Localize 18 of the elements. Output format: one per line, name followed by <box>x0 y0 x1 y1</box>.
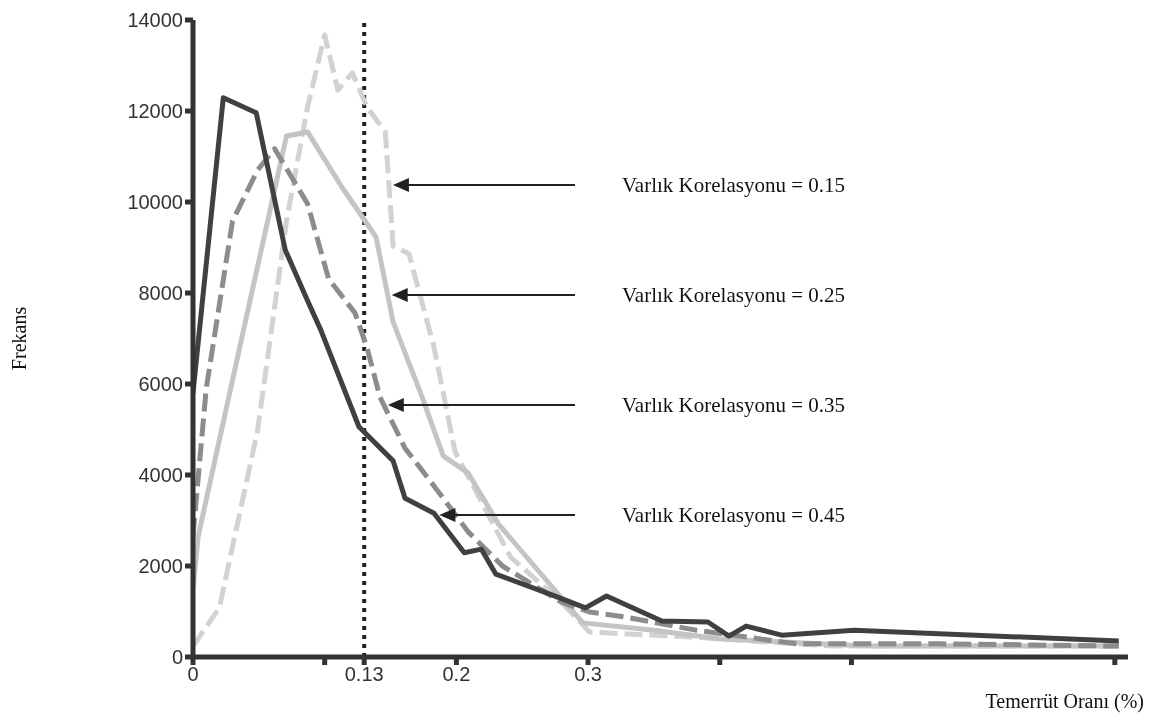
y-tick-label: 4000 <box>138 464 183 487</box>
x-axis-title: Temerrüt Oranı (%) <box>985 690 1144 713</box>
x-tick-label: 0.3 <box>574 663 602 686</box>
y-tick-label: 0 <box>171 646 183 669</box>
y-tick-label: 12000 <box>127 100 183 123</box>
y-tick-label: 14000 <box>127 9 183 32</box>
x-tick-label: 0 <box>187 663 199 686</box>
annotation: Varlık Korelasyonu = 0.15 <box>622 173 845 197</box>
annotation: Varlık Korelasyonu = 0.25 <box>622 283 845 307</box>
annotation: Varlık Korelasyonu = 0.45 <box>622 503 845 527</box>
annotation: Varlık Korelasyonu = 0.35 <box>622 393 845 417</box>
y-tick-label: 10000 <box>127 191 183 214</box>
y-tick-label: 6000 <box>138 373 183 396</box>
x-tick-label: 0.2 <box>442 663 471 686</box>
y-axis-title: Frekans <box>8 306 30 371</box>
y-tick-label: 8000 <box>138 282 183 305</box>
x-tick-label: 0.13 <box>344 663 384 686</box>
y-tick-label: 2000 <box>138 555 183 578</box>
